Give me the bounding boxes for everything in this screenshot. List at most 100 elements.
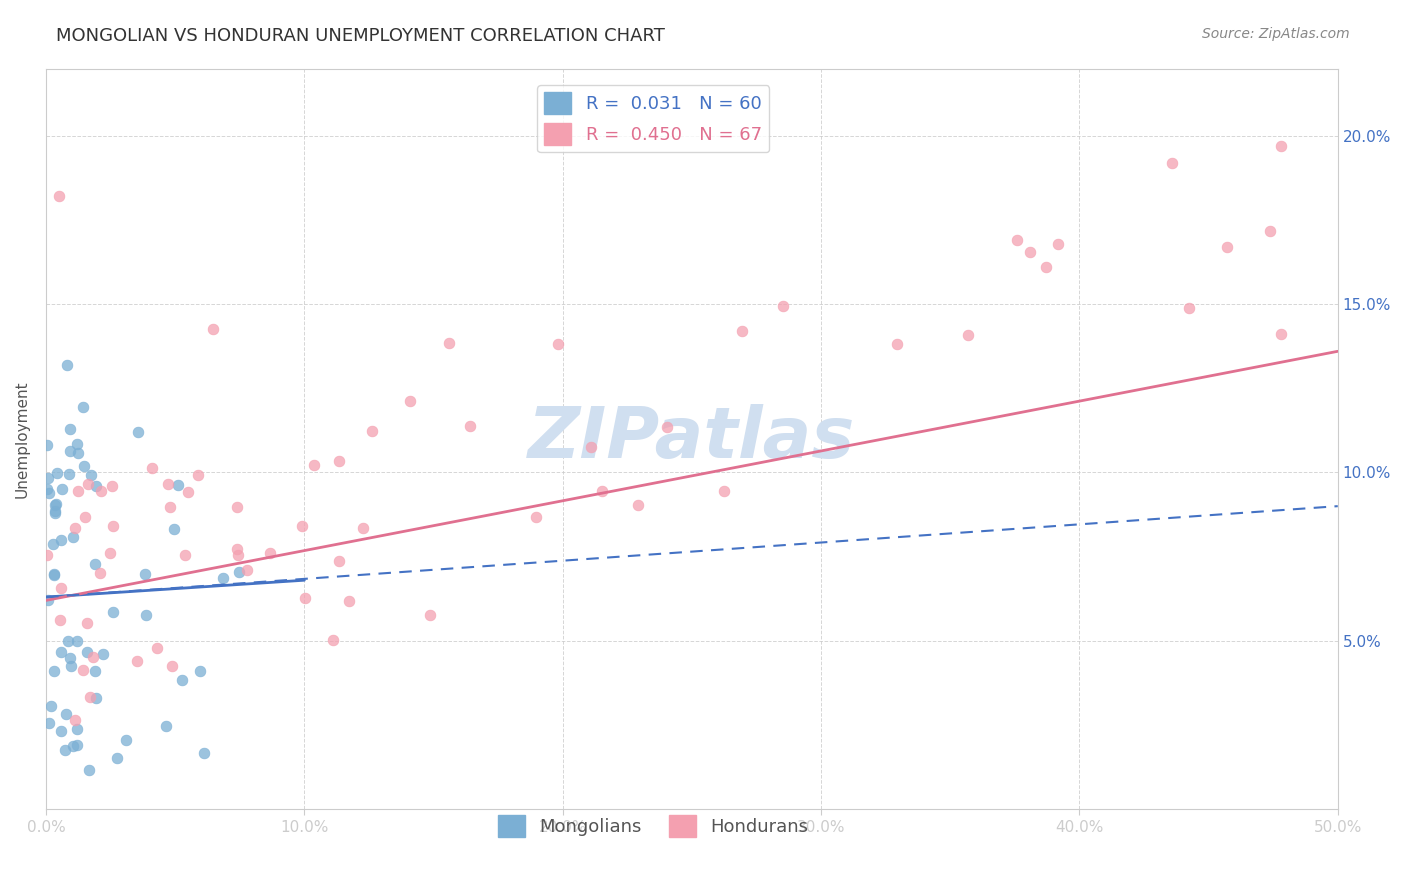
Point [193,747,215,761]
Point [46,466,69,480]
Point [48,189,70,203]
Point [159,500,181,514]
Point [146,641,169,656]
Point [45,498,67,512]
Point [38,716,60,731]
Point [39,698,62,713]
Point [67,484,90,499]
Point [225,541,247,556]
Point [49,614,72,628]
Point [302,458,325,472]
Point [51,581,73,595]
Point [66,633,89,648]
Point [127,425,149,439]
Point [90,484,112,499]
Point [51,482,73,496]
Point [98,546,121,560]
Point [62,530,84,544]
Point [42,566,65,581]
Point [60,659,83,673]
Point [76,615,98,630]
Point [58,467,80,482]
Text: MONGOLIAN VS HONDURAN UNEMPLOYMENT CORRELATION CHART: MONGOLIAN VS HONDURAN UNEMPLOYMENT CORRE… [56,27,665,45]
Point [1005,233,1028,247]
Point [1019,244,1042,259]
Point [398,394,420,409]
Point [524,510,547,524]
Point [328,554,350,568]
Point [886,337,908,351]
Point [460,418,482,433]
Point [101,479,124,493]
Point [212,571,235,585]
Point [37,438,59,452]
Point [66,722,89,736]
Point [125,655,148,669]
Point [49,645,72,659]
Point [49,724,72,739]
Point [84,557,107,571]
Point [352,521,374,535]
Point [55,707,77,722]
Point [259,546,281,560]
Point [82,649,104,664]
Point [44,568,66,582]
Point [1161,156,1184,170]
Point [72,663,94,677]
Point [66,739,89,753]
Point [72,400,94,414]
Point [65,713,87,727]
Point [42,664,65,678]
Text: ZIPatlas: ZIPatlas [529,404,856,474]
Point [437,336,460,351]
Point [62,739,84,753]
Point [156,477,179,491]
Point [35,483,58,497]
Point [38,486,60,500]
Point [1047,236,1070,251]
Point [1270,326,1292,341]
Point [35,548,58,562]
Point [291,519,314,533]
Point [226,500,249,515]
Point [1178,301,1201,316]
Point [59,422,82,436]
Point [177,485,200,500]
Point [141,460,163,475]
Point [89,566,111,580]
Point [101,519,124,533]
Point [135,608,157,623]
Point [713,483,735,498]
Point [1270,139,1292,153]
Point [236,563,259,577]
Point [84,479,107,493]
Point [79,690,101,704]
Point [627,499,650,513]
Point [105,751,128,765]
Text: Source: ZipAtlas.com: Source: ZipAtlas.com [1202,27,1350,41]
Point [91,648,114,662]
Point [77,763,100,777]
Point [76,476,98,491]
Point [1035,260,1057,275]
Point [37,593,59,607]
Point [201,322,224,336]
Point [226,548,249,562]
Point [1216,240,1239,254]
Point [59,443,82,458]
Point [591,483,613,498]
Point [579,440,602,454]
Point [73,509,96,524]
Point [187,468,209,483]
Point [1258,224,1281,238]
Point [419,608,441,623]
Point [101,605,124,619]
Point [956,328,979,343]
Point [53,743,76,757]
Point [44,503,66,517]
Point [65,437,87,451]
Point [294,591,316,605]
Point [58,634,80,648]
Point [172,673,194,687]
Point [173,548,195,562]
